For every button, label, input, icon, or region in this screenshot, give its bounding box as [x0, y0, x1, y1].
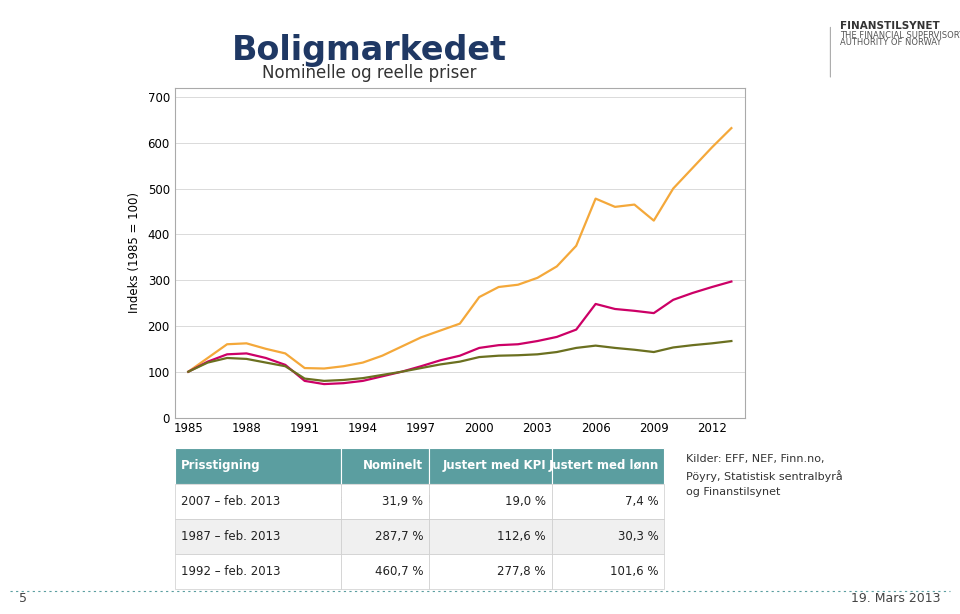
Y-axis label: Indeks (1985 = 100): Indeks (1985 = 100) [128, 192, 141, 313]
Bar [552, 554, 664, 589]
Text: Nominelt: Nominelt [363, 459, 423, 472]
Text: Boligmarkedet: Boligmarkedet [232, 34, 507, 67]
Text: 5: 5 [19, 592, 27, 605]
Text: Kilder: EFF, NEF, Finn.no,
Pöyry, Statistisk sentralbyrå
og Finanstilsynet: Kilder: EFF, NEF, Finn.no, Pöyry, Statis… [686, 454, 843, 497]
Text: 1987 – feb. 2013: 1987 – feb. 2013 [180, 530, 280, 543]
Text: Justert med KPI: Justert med KPI [443, 459, 546, 472]
Text: 287,7 %: 287,7 % [375, 530, 423, 543]
Bar [552, 484, 664, 519]
Text: 30,3 %: 30,3 % [617, 530, 659, 543]
Bar [552, 448, 664, 484]
Text: 2007 – feb. 2013: 2007 – feb. 2013 [180, 495, 280, 508]
Bar [341, 519, 429, 554]
Bar [552, 519, 664, 554]
Text: 1992 – feb. 2013: 1992 – feb. 2013 [180, 565, 280, 578]
Text: 277,8 %: 277,8 % [497, 565, 546, 578]
Text: FINANSTILSYNET: FINANSTILSYNET [840, 21, 940, 31]
Bar [175, 519, 341, 554]
Text: 112,6 %: 112,6 % [497, 530, 546, 543]
Text: 19,0 %: 19,0 % [505, 495, 546, 508]
Bar [429, 519, 552, 554]
Bar [175, 484, 341, 519]
Bar [175, 554, 341, 589]
Bar [429, 554, 552, 589]
Bar [429, 484, 552, 519]
Text: 19. Mars 2013: 19. Mars 2013 [852, 592, 941, 605]
Text: Justert med lønn: Justert med lønn [548, 459, 659, 472]
Text: 101,6 %: 101,6 % [610, 565, 659, 578]
Bar [429, 448, 552, 484]
Text: THE FINANCIAL SUPERVISORY: THE FINANCIAL SUPERVISORY [840, 31, 960, 40]
Bar [341, 554, 429, 589]
Text: Prisstigning: Prisstigning [180, 459, 260, 472]
Text: Nominelle og reelle priser: Nominelle og reelle priser [262, 64, 477, 82]
Legend: Nominell prisvekst, Deflatert med konsumprisindeks, Deflatert med lønnsvekst per: Nominell prisvekst, Deflatert med konsum… [186, 469, 456, 505]
Text: 31,9 %: 31,9 % [382, 495, 423, 508]
Bar [341, 448, 429, 484]
Bar [175, 448, 341, 484]
Text: 460,7 %: 460,7 % [375, 565, 423, 578]
Text: AUTHORITY OF NORWAY: AUTHORITY OF NORWAY [840, 38, 942, 47]
Text: 7,4 %: 7,4 % [625, 495, 659, 508]
Bar [341, 484, 429, 519]
